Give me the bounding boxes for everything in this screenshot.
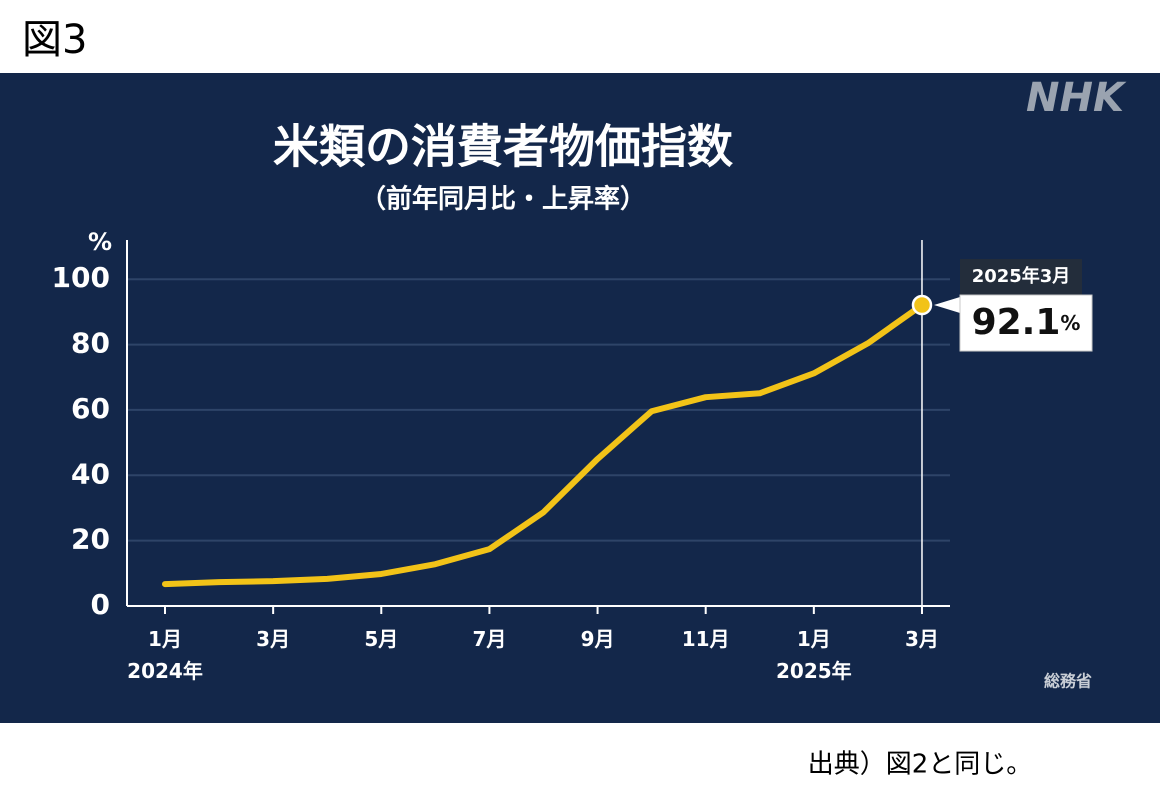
data-point <box>911 294 933 316</box>
x-tick-label: 1月 2024年 <box>127 627 203 683</box>
x-tick-label: 11月 <box>682 627 730 651</box>
y-tick-label: 20 <box>71 523 110 556</box>
x-tick-label: 3月 <box>905 627 939 651</box>
chart-panel <box>0 73 1160 723</box>
x-tick-label: 9月 <box>581 627 615 651</box>
plot: 0 20 40 60 80 100 1月 2024年 3月 5月 7月 9月 11月 1月 2025年 3月 2… <box>52 240 1093 683</box>
y-tick-label: 40 <box>71 457 110 490</box>
x-tick-label: 7月 <box>472 627 506 651</box>
figure-label: 図3 <box>22 17 87 63</box>
y-tick-label: 60 <box>71 392 110 425</box>
x-tick-label: 3月 <box>256 627 290 651</box>
data-line <box>162 302 925 588</box>
chart-title: 米類の消費者物価指数 <box>273 120 733 174</box>
callout-title-box <box>960 259 1082 296</box>
y-tick-label: 0 <box>91 588 110 621</box>
x-tick-label: 1月 2025年 <box>776 627 852 683</box>
y-tick-label: 100 <box>52 261 110 294</box>
logo: NHK <box>1026 75 1127 121</box>
chart-subtitle: （前年同月比・上昇率） <box>360 184 646 215</box>
callout-pointer <box>933 297 960 314</box>
footer: 出典）図2と同じ。 <box>808 750 1033 780</box>
y-axis-label: % <box>88 228 112 256</box>
source: 総務省 <box>1044 672 1092 691</box>
y-tick-label: 80 <box>71 327 110 360</box>
x-tick-label: 5月 <box>364 627 398 651</box>
value-label: 92.1% <box>972 302 1081 343</box>
callout-title: 2025年3月 <box>972 265 1071 287</box>
callout-value-box <box>959 294 1093 352</box>
